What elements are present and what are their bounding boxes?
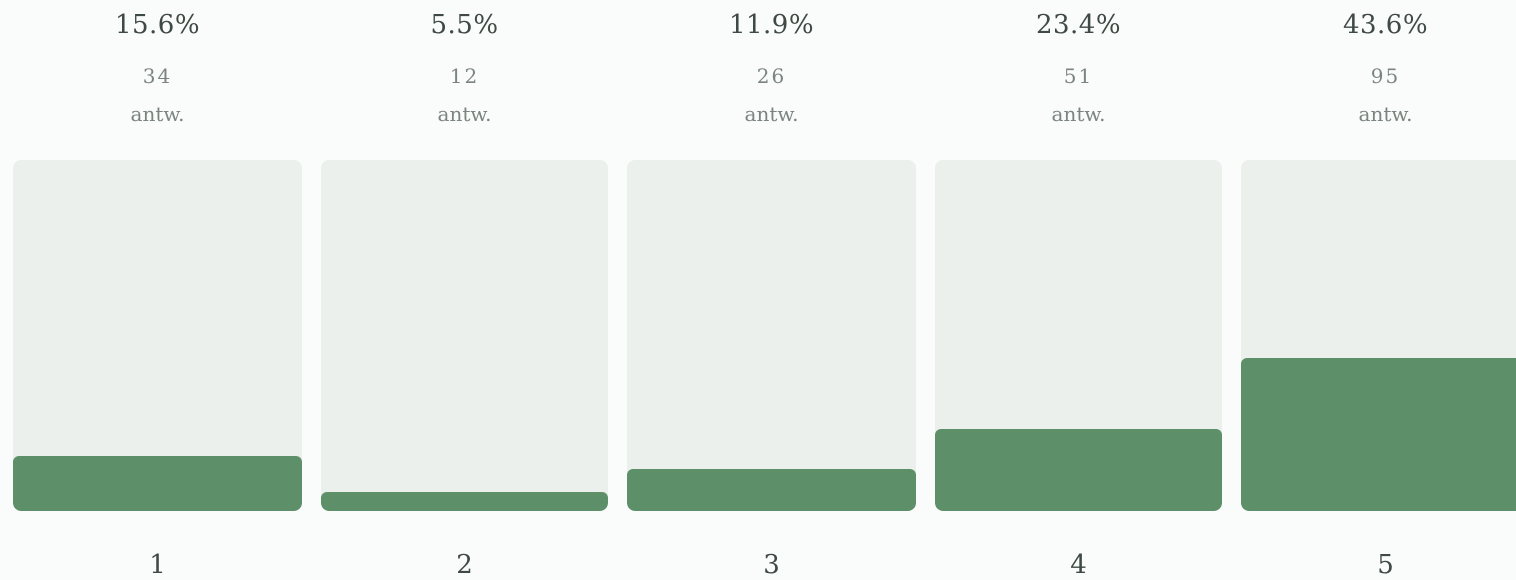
category-label: 3 bbox=[763, 550, 780, 580]
bar-track bbox=[321, 160, 608, 511]
count-unit-label: antw. bbox=[1358, 102, 1413, 126]
count-label: 51 bbox=[1063, 64, 1094, 88]
count-label: 34 bbox=[142, 64, 173, 88]
bar-fill bbox=[627, 469, 916, 511]
bar-fill bbox=[13, 456, 302, 511]
bar-column-5: 43.6% 95 antw. 5 bbox=[1241, 0, 1516, 580]
count-label: 12 bbox=[449, 64, 480, 88]
count-unit-label: antw. bbox=[130, 102, 185, 126]
bar-column-3: 11.9% 26 antw. 3 bbox=[627, 0, 916, 580]
count-unit-label: antw. bbox=[744, 102, 799, 126]
bar-track bbox=[935, 160, 1222, 511]
bar-track bbox=[627, 160, 916, 511]
count-unit-label: antw. bbox=[1051, 102, 1106, 126]
count-label: 26 bbox=[756, 64, 787, 88]
bar-fill bbox=[1241, 358, 1516, 511]
percent-label: 43.6% bbox=[1342, 10, 1429, 40]
category-label: 5 bbox=[1377, 550, 1394, 580]
category-label: 1 bbox=[149, 550, 166, 580]
bar-fill bbox=[321, 492, 608, 511]
bar-track bbox=[13, 160, 302, 511]
bar-track bbox=[1241, 160, 1516, 511]
count-unit-label: antw. bbox=[437, 102, 492, 126]
percent-label: 11.9% bbox=[728, 10, 815, 40]
category-label: 2 bbox=[456, 550, 473, 580]
bar-column-4: 23.4% 51 antw. 4 bbox=[935, 0, 1222, 580]
category-label: 4 bbox=[1070, 550, 1087, 580]
count-label: 95 bbox=[1370, 64, 1401, 88]
bar-column-2: 5.5% 12 antw. 2 bbox=[321, 0, 608, 580]
bar-column-1: 15.6% 34 antw. 1 bbox=[13, 0, 302, 580]
percent-label: 15.6% bbox=[114, 10, 201, 40]
percent-label: 5.5% bbox=[430, 10, 499, 40]
percent-label: 23.4% bbox=[1035, 10, 1122, 40]
bar-fill bbox=[935, 429, 1222, 511]
